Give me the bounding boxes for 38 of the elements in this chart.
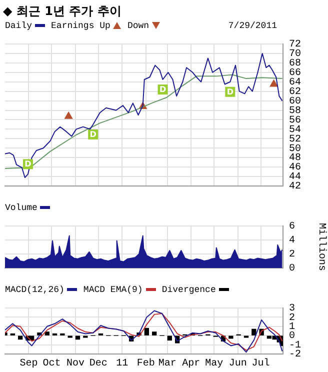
y-tick-label: 58 [289,106,302,117]
text: 7/29/2011 [228,20,277,32]
y-tick-label: 0 [289,331,296,342]
x-tick-label: Oct [42,358,61,370]
legend-label: Daily [5,21,34,31]
chart-title: ◆ 최근 1년 주가 추이 [2,3,122,20]
y-tick-label: 2 [289,250,296,261]
x-tick-label: Dec [89,358,108,370]
y-axis-title: Millions [315,222,328,272]
annotation: D [24,160,32,169]
x-tick-label: Jul [252,358,270,370]
x-tick-label: Jun [228,358,247,370]
legend-label: MACD EMA(9) [83,285,144,295]
annotation: D [159,85,166,94]
legend-label: Earnings Up [51,21,112,31]
x-tick-label: 11 [116,358,128,370]
x-tick-label: Mar [158,358,176,370]
x-tick-label: May [205,358,224,370]
y-tick-label: -2 [289,350,302,361]
legend-label: Divergence [162,285,217,295]
text: Down [127,21,150,31]
x-tick-label: Sep [20,358,38,370]
y-tick-label: 52 [289,134,302,146]
y-tick-label: 42 [289,182,302,193]
annotation: D [226,87,234,96]
x-tick-label: Apr [182,358,200,370]
y-tick-label: 60 [289,96,302,108]
legend-label: Volume [5,203,38,213]
y-tick-label: 6 [289,222,296,233]
annotation: D [90,130,97,140]
x-tick-label: Feb [136,358,155,370]
y-tick-label: 4 [289,236,296,247]
legend-label: MACD(12,26) [5,285,66,295]
x-tick-label: Nov [66,358,84,370]
y-tick-label: 56 [289,115,302,126]
y-tick-label: 0 [289,264,296,275]
y-tick-label: 54 [289,124,302,136]
y-tick-label: 62 [289,86,302,98]
